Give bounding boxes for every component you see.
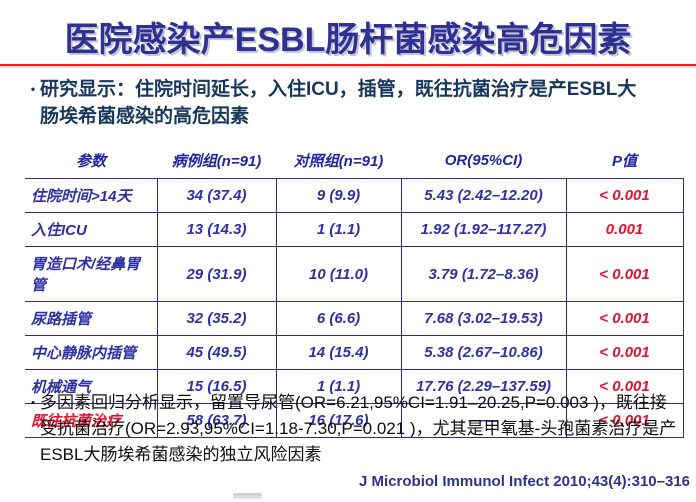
param-cell: 机械通气 [25,369,158,404]
control-cell: 14 (15.4) [276,335,402,370]
case-cell: 58 (63.7) [157,403,277,438]
control-cell: 1 (1.1) [276,369,402,404]
or-cell: 1.92 (1.92–117.27) [401,212,567,247]
bottom-gray-bar [233,493,262,499]
case-cell: 13 (14.3) [157,212,277,247]
case-cell: 32 (35.2) [157,301,277,336]
p-cell: < 0.001 [566,335,684,370]
header-p-value: P值 [566,147,683,179]
slide-title: 医院感染产ESBL肠杆菌感染高危因素 [64,21,632,59]
or-cell: 17.76 (2.29–137.59) [401,369,567,404]
table-row: 入住ICU 13 (14.3) 1 (1.1) 1.92 (1.92–117.2… [25,212,684,247]
param-cell: 胃造口术/经鼻胃管 [25,246,158,302]
p-cell: < 0.001 [566,178,684,213]
or-cell: —— [401,403,567,438]
or-cell: 5.38 (2.67–10.86) [401,335,567,370]
table-row: 既往抗菌治疗 58 (63.7) 16 (17.6) —— < 0.001 [25,403,684,438]
control-cell: 9 (9.9) [276,178,402,213]
p-cell: < 0.001 [566,246,684,302]
or-cell: 3.79 (1.72–8.36) [401,246,567,302]
bullet-icon: • [31,397,35,409]
case-cell: 34 (37.4) [157,178,277,213]
header-case-group: 病例组(n=91) [157,147,276,179]
regression-text: 多因素回归分析显示，留置导尿管(OR=6.21,95%CI=1.91–20.25… [40,393,677,464]
regression-bullet: • 多因素回归分析显示，留置导尿管(OR=6.21,95%CI=1.91–20.… [26,390,682,468]
control-cell: 16 (17.6) [276,403,402,438]
header-parameter: 参数 [25,147,157,179]
case-cell: 29 (31.9) [157,246,277,302]
or-cell: 5.43 (2.42–12.20) [401,178,567,213]
table-row: 机械通气 15 (16.5) 1 (1.1) 17.76 (2.29–137.5… [25,369,684,404]
header-control-group: 对照组(n=91) [276,147,401,179]
title-underline [0,64,696,66]
table-row: 尿路插管 32 (35.2) 6 (6.6) 7.68 (3.02–19.53)… [25,301,684,336]
header-or-ci: OR(95%CI) [401,147,566,179]
param-cell: 住院时间>14天 [25,178,158,213]
summary-bullet: • 研究显示：住院时间延长，入住ICU，插管，既往抗菌治疗是产ESBL大肠埃希菌… [26,76,656,130]
case-cell: 15 (16.5) [157,369,277,404]
p-cell: < 0.001 [566,403,684,438]
table-header-row: 参数 病例组(n=91) 对照组(n=91) OR(95%CI) P值 [25,147,683,179]
p-cell: < 0.001 [566,369,684,404]
param-cell: 尿路插管 [25,301,158,336]
param-cell-highlighted: 既往抗菌治疗 [25,403,158,438]
control-cell: 6 (6.6) [276,301,402,336]
param-cell: 中心静脉内插管 [25,335,158,370]
control-cell: 10 (11.0) [276,246,402,302]
or-cell: 7.68 (3.02–19.53) [401,301,567,336]
risk-factor-table: 参数 病例组(n=91) 对照组(n=91) OR(95%CI) P值 住院时间… [25,147,684,438]
table-row: 住院时间>14天 34 (37.4) 9 (9.9) 5.43 (2.42–12… [25,178,684,213]
table-row: 中心静脉内插管 45 (49.5) 14 (15.4) 5.38 (2.67–1… [25,335,684,370]
p-cell: < 0.001 [566,301,684,336]
bullet-icon: • [30,82,36,96]
summary-text: 研究显示：住院时间延长，入住ICU，插管，既往抗菌治疗是产ESBL大肠埃希菌感染… [40,79,637,127]
case-cell: 45 (49.5) [157,335,277,370]
journal-citation: J Microbiol Immunol Infect 2010;43(4):31… [359,473,690,490]
control-cell: 1 (1.1) [276,212,402,247]
param-cell: 入住ICU [25,212,158,247]
table-row: 胃造口术/经鼻胃管 29 (31.9) 10 (11.0) 3.79 (1.72… [25,246,684,302]
p-cell: 0.001 [566,212,684,247]
